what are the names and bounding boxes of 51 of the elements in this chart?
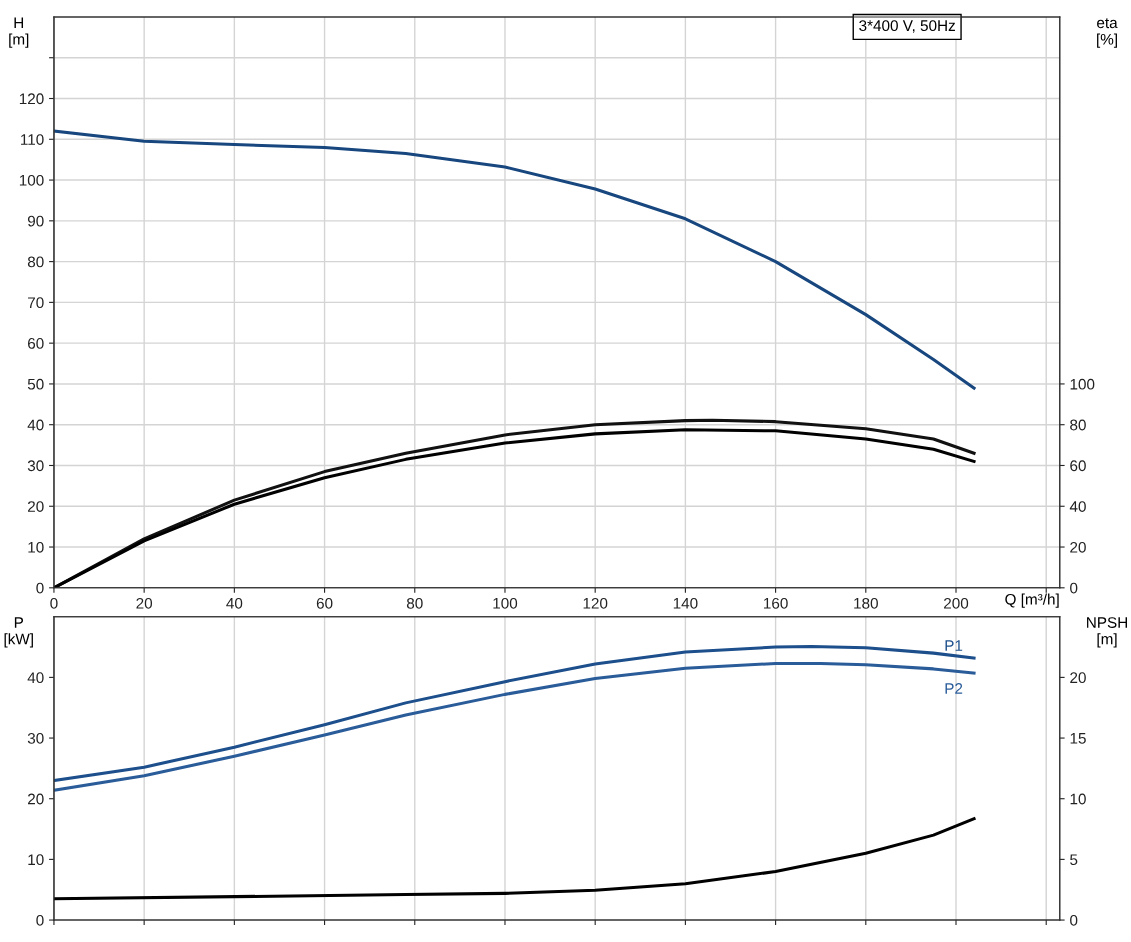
x-axis-title: Q [m³/h]: [1005, 593, 1059, 608]
y-tick-label: 0: [36, 582, 44, 594]
x-tick-label: 60: [316, 597, 333, 609]
y-tick-label: 60: [28, 338, 44, 349]
line-series: [53, 817, 976, 901]
x-tick-label: 140: [673, 597, 698, 609]
y-tick-label: 10: [28, 541, 44, 553]
y-axis-title: P [kW]: [4, 617, 33, 648]
y-tick-label: 50: [27, 378, 44, 390]
y-tick-label: 70: [28, 297, 44, 309]
y2-tick-label: 60: [1070, 460, 1086, 472]
y2-tick-label: 20: [1070, 541, 1086, 553]
line-series: [53, 661, 976, 792]
annotation: 3*400 V, 50Hz: [859, 20, 955, 33]
y-tick-label: 120: [19, 93, 44, 105]
y-tick-label: 30: [27, 460, 44, 472]
x-tick-label: 40: [226, 597, 243, 609]
y2-tick-label: 0: [1070, 582, 1078, 594]
y-tick-label: 10: [28, 854, 44, 866]
series-label: P2: [945, 683, 963, 694]
y2-tick-label: 15: [1070, 733, 1086, 744]
x-tick-label: 80: [406, 597, 423, 609]
x-tick-label: 120: [583, 597, 608, 609]
line-series: [53, 129, 976, 390]
y-tick-label: 20: [28, 501, 44, 512]
y2-tick-label: 80: [1070, 419, 1086, 431]
y-tick-label: 0: [36, 914, 44, 926]
y2-axis-title: eta [%]: [1097, 18, 1118, 48]
y-tick-label: 90: [27, 215, 44, 227]
x-tick-label: 0: [50, 597, 58, 609]
y-tick-label: 80: [27, 256, 44, 268]
series-label: P1: [945, 640, 963, 651]
x-tick-label: 180: [854, 597, 878, 609]
y-tick-label: 110: [21, 134, 44, 145]
y-tick-label: 20: [28, 793, 44, 805]
x-tick-label: 100: [493, 597, 518, 609]
y-tick-label: 30: [27, 732, 44, 744]
y2-tick-label: 0: [1070, 914, 1078, 926]
y-tick-label: 40: [27, 672, 44, 684]
y2-tick-label: 10: [1070, 793, 1086, 805]
y-tick-label: 40: [27, 419, 44, 431]
y2-tick-label: 40: [1069, 501, 1086, 512]
y2-tick-label: 5: [1070, 854, 1078, 866]
y2-axis-title: NPSH [m]: [1087, 617, 1127, 648]
y-axis-title: H [m]: [9, 17, 29, 48]
y-tick-label: 100: [19, 174, 44, 186]
y2-tick-label: 100: [1070, 378, 1095, 390]
x-tick-label: 20: [136, 597, 153, 609]
x-tick-label: 200: [944, 597, 969, 609]
y2-tick-label: 20: [1070, 672, 1086, 684]
x-tick-label: 160: [764, 597, 788, 609]
